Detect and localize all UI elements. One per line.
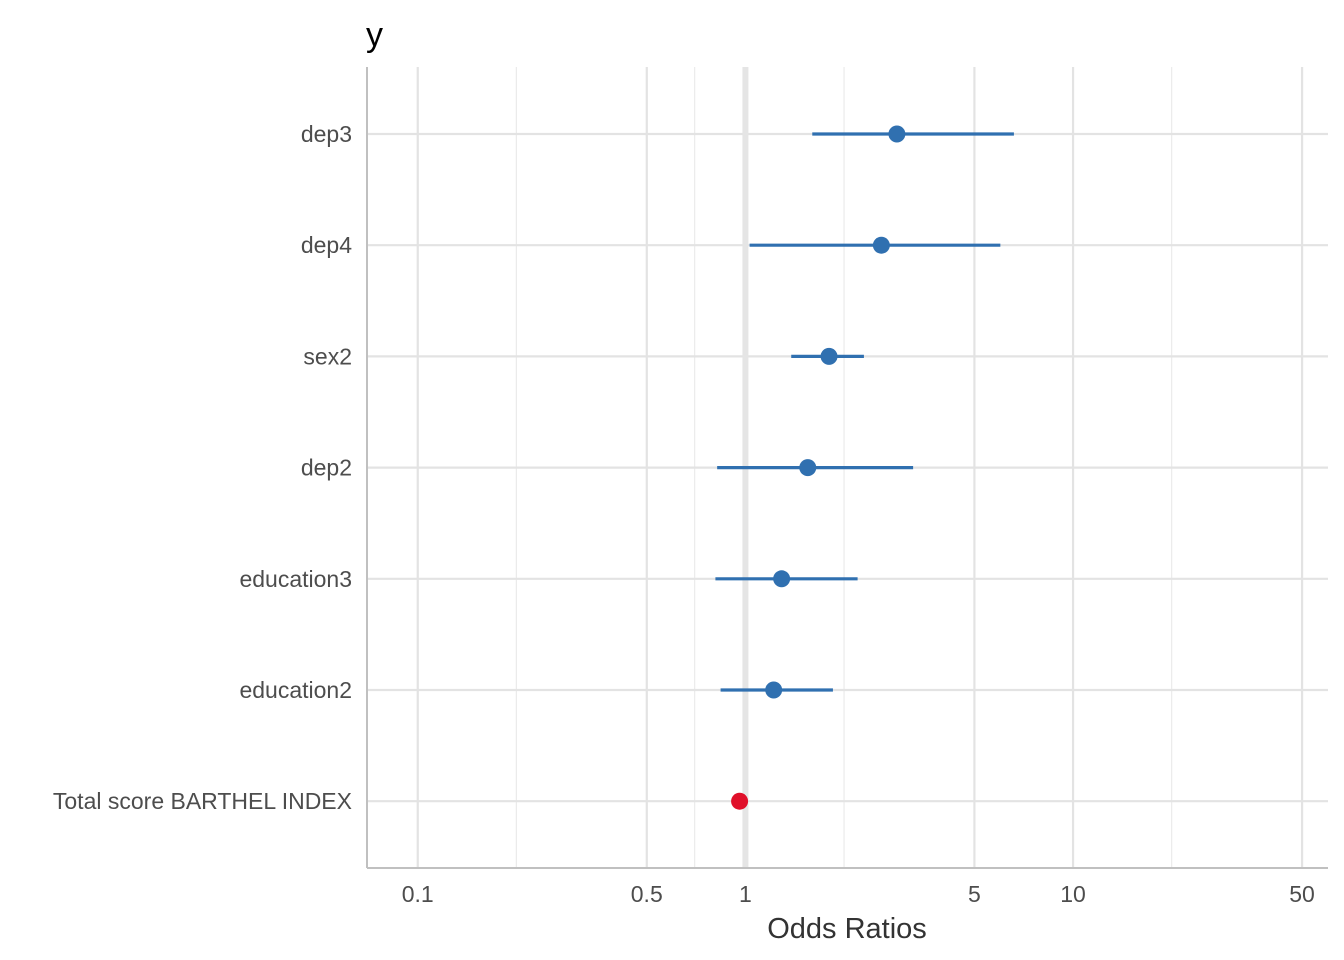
y-tick-label: education3: [239, 566, 352, 592]
y-tick-labels: dep3 dep4 sex2 dep2 education3 education2 Tota…: [53, 121, 352, 814]
y-tick-label: dep3: [301, 121, 352, 147]
axis-layer: [366, 67, 1328, 869]
x-tick-label: 5: [968, 881, 981, 907]
x-tick-label: 50: [1289, 881, 1315, 907]
estimate-point-sex2: [820, 347, 838, 365]
y-tick-label: education2: [239, 677, 352, 703]
estimate-point-dep4: [872, 236, 890, 254]
estimate-point-dep2: [799, 459, 817, 477]
y-tick-label: sex2: [303, 343, 352, 369]
x-tick-label: 0.1: [402, 881, 434, 907]
x-tick-labels: 0.1 0.5 1 5 10 50: [402, 881, 1315, 907]
estimate-points: [731, 125, 906, 810]
estimate-point-total-score-barthel-index: [731, 792, 749, 810]
estimate-point-education2: [765, 681, 783, 699]
x-axis-label: Odds Ratios: [767, 913, 927, 945]
x-tick-label: 0.5: [631, 881, 663, 907]
y-tick-label: Total score BARTHEL INDEX: [53, 788, 352, 814]
x-tick-label: 1: [739, 881, 752, 907]
y-tick-label: dep2: [301, 455, 352, 481]
estimate-point-dep3: [888, 125, 906, 143]
estimate-point-education3: [773, 570, 791, 588]
x-tick-label: 10: [1060, 881, 1086, 907]
y-tick-label: dep4: [301, 232, 352, 258]
chart-title: y: [366, 16, 383, 54]
